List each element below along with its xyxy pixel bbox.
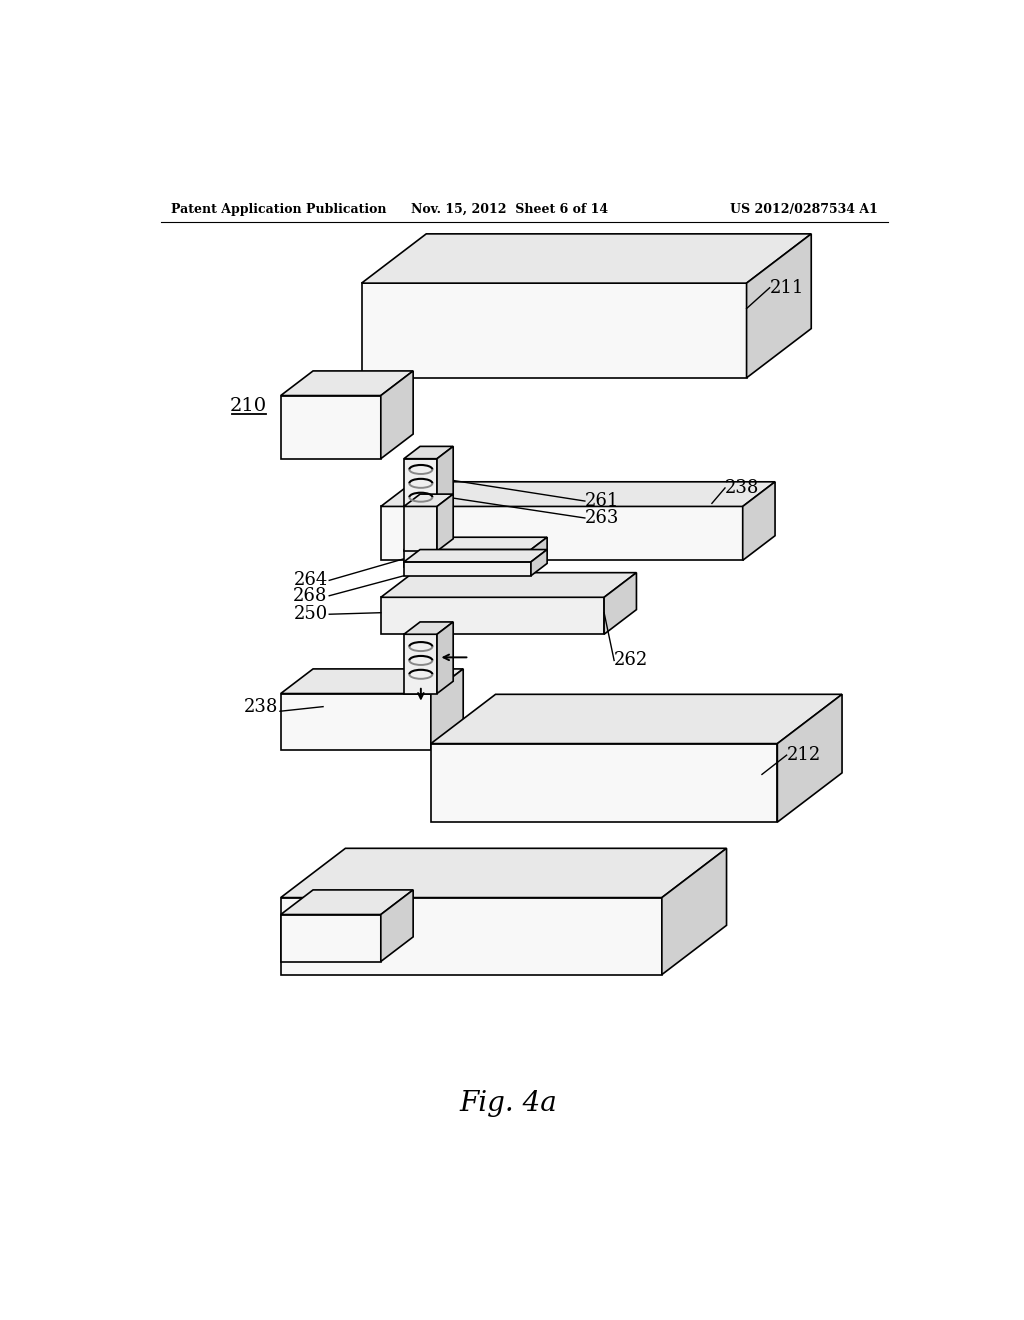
Polygon shape — [281, 396, 381, 459]
Polygon shape — [281, 693, 431, 750]
Polygon shape — [281, 890, 413, 915]
Polygon shape — [381, 482, 775, 507]
Text: 268: 268 — [293, 587, 328, 605]
Text: 261: 261 — [585, 492, 620, 510]
Polygon shape — [403, 537, 547, 549]
Polygon shape — [403, 459, 437, 507]
Polygon shape — [531, 537, 547, 566]
Polygon shape — [431, 743, 777, 822]
Polygon shape — [381, 597, 604, 635]
Polygon shape — [437, 622, 454, 693]
Polygon shape — [604, 573, 637, 635]
Polygon shape — [281, 915, 381, 961]
Polygon shape — [437, 494, 454, 552]
Polygon shape — [281, 669, 463, 693]
Polygon shape — [437, 446, 454, 507]
Polygon shape — [361, 234, 811, 284]
Polygon shape — [403, 562, 531, 576]
Text: 262: 262 — [614, 652, 648, 669]
Text: 263: 263 — [585, 510, 620, 527]
Polygon shape — [281, 898, 662, 974]
Polygon shape — [381, 890, 413, 961]
Polygon shape — [403, 635, 437, 693]
Polygon shape — [281, 849, 727, 898]
Polygon shape — [662, 849, 727, 974]
Polygon shape — [403, 446, 454, 459]
Polygon shape — [403, 622, 454, 635]
Text: Patent Application Publication: Patent Application Publication — [171, 203, 386, 215]
Polygon shape — [531, 549, 547, 576]
Polygon shape — [381, 573, 637, 597]
Text: 238: 238 — [244, 698, 279, 715]
Polygon shape — [431, 694, 842, 743]
Polygon shape — [361, 284, 746, 378]
Text: 212: 212 — [786, 746, 821, 764]
Text: US 2012/0287534 A1: US 2012/0287534 A1 — [729, 203, 878, 215]
Polygon shape — [403, 507, 437, 552]
Polygon shape — [381, 507, 742, 560]
Polygon shape — [281, 371, 413, 396]
Text: Fig. 4a: Fig. 4a — [459, 1090, 557, 1118]
Text: 264: 264 — [294, 572, 328, 589]
Polygon shape — [746, 234, 811, 378]
Polygon shape — [777, 694, 842, 822]
Polygon shape — [403, 549, 531, 566]
Text: Nov. 15, 2012  Sheet 6 of 14: Nov. 15, 2012 Sheet 6 of 14 — [411, 203, 608, 215]
Polygon shape — [742, 482, 775, 560]
Text: 250: 250 — [294, 606, 328, 623]
Text: 238: 238 — [725, 479, 760, 496]
Polygon shape — [431, 669, 463, 750]
Text: 211: 211 — [770, 279, 804, 297]
Text: 210: 210 — [229, 397, 267, 416]
Polygon shape — [403, 549, 547, 562]
Polygon shape — [403, 494, 454, 507]
Polygon shape — [381, 371, 413, 459]
